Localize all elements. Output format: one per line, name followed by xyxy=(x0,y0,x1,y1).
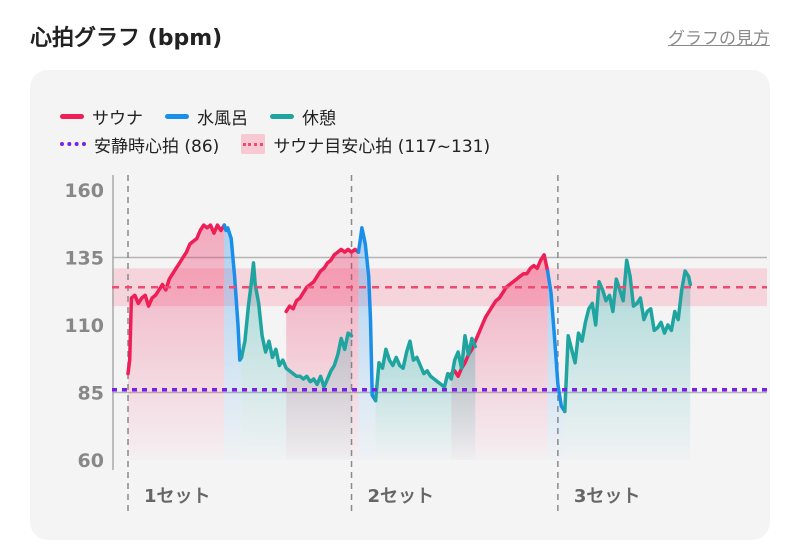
set-label: 2セット xyxy=(368,486,435,507)
cold_bath-line-2 xyxy=(356,226,378,403)
sauna-line-3 xyxy=(449,253,550,379)
legend-cold-bath-swatch xyxy=(165,113,189,119)
y-tick-label: 60 xyxy=(78,450,104,472)
sauna-area-1 xyxy=(128,225,225,460)
chart-legend: サウナ 水風呂 休憩 安静時心拍 (86) サウナ目安心拍 (117~131) xyxy=(60,102,512,158)
legend-resting-hr-label: 安静時心拍 (86) xyxy=(94,136,220,157)
legend-target-band: サウナ目安心拍 (117~131) xyxy=(241,132,490,157)
sauna-line-1 xyxy=(126,223,227,376)
legend-sauna: サウナ xyxy=(60,104,143,129)
cold_bath-area-1 xyxy=(224,225,242,460)
legend-target-band-label: サウナ目安心拍 (117~131) xyxy=(273,136,491,157)
sauna-line-2 xyxy=(284,247,361,314)
cold_bath-area-2 xyxy=(358,227,376,460)
sauna-area-3 xyxy=(451,254,548,460)
cold_bath-line-3 xyxy=(545,269,567,414)
y-tick-label: 110 xyxy=(64,315,104,337)
y-tick-label: 160 xyxy=(64,180,104,202)
rest-area-3 xyxy=(564,260,691,460)
set-label: 3セット xyxy=(574,486,641,507)
y-tick-label: 135 xyxy=(64,248,104,270)
cold_bath-line-1 xyxy=(222,223,244,362)
set-label: 1セット xyxy=(144,486,211,507)
page-title: 心拍グラフ (bpm) xyxy=(30,26,223,51)
y-tick-label: 85 xyxy=(78,383,104,405)
legend-cold-bath: 水風呂 xyxy=(165,104,248,129)
legend-rest-label: 休憩 xyxy=(302,108,336,129)
legend-rest: 休憩 xyxy=(270,104,336,129)
legend-rest-swatch xyxy=(270,113,294,119)
legend-sauna-swatch xyxy=(60,113,84,119)
legend-cold-bath-label: 水風呂 xyxy=(197,108,248,129)
rest-line-2 xyxy=(373,334,478,403)
graph-help-link[interactable]: グラフの見方 xyxy=(668,29,770,49)
rest-line-3 xyxy=(563,258,693,414)
legend-target-band-swatch xyxy=(241,134,266,154)
rest-area-1 xyxy=(241,262,352,460)
rest-line-1 xyxy=(239,261,354,389)
legend-resting-hr: 安静時心拍 (86) xyxy=(60,132,219,157)
legend-sauna-label: サウナ xyxy=(92,108,143,129)
legend-resting-hr-swatch xyxy=(60,142,86,146)
